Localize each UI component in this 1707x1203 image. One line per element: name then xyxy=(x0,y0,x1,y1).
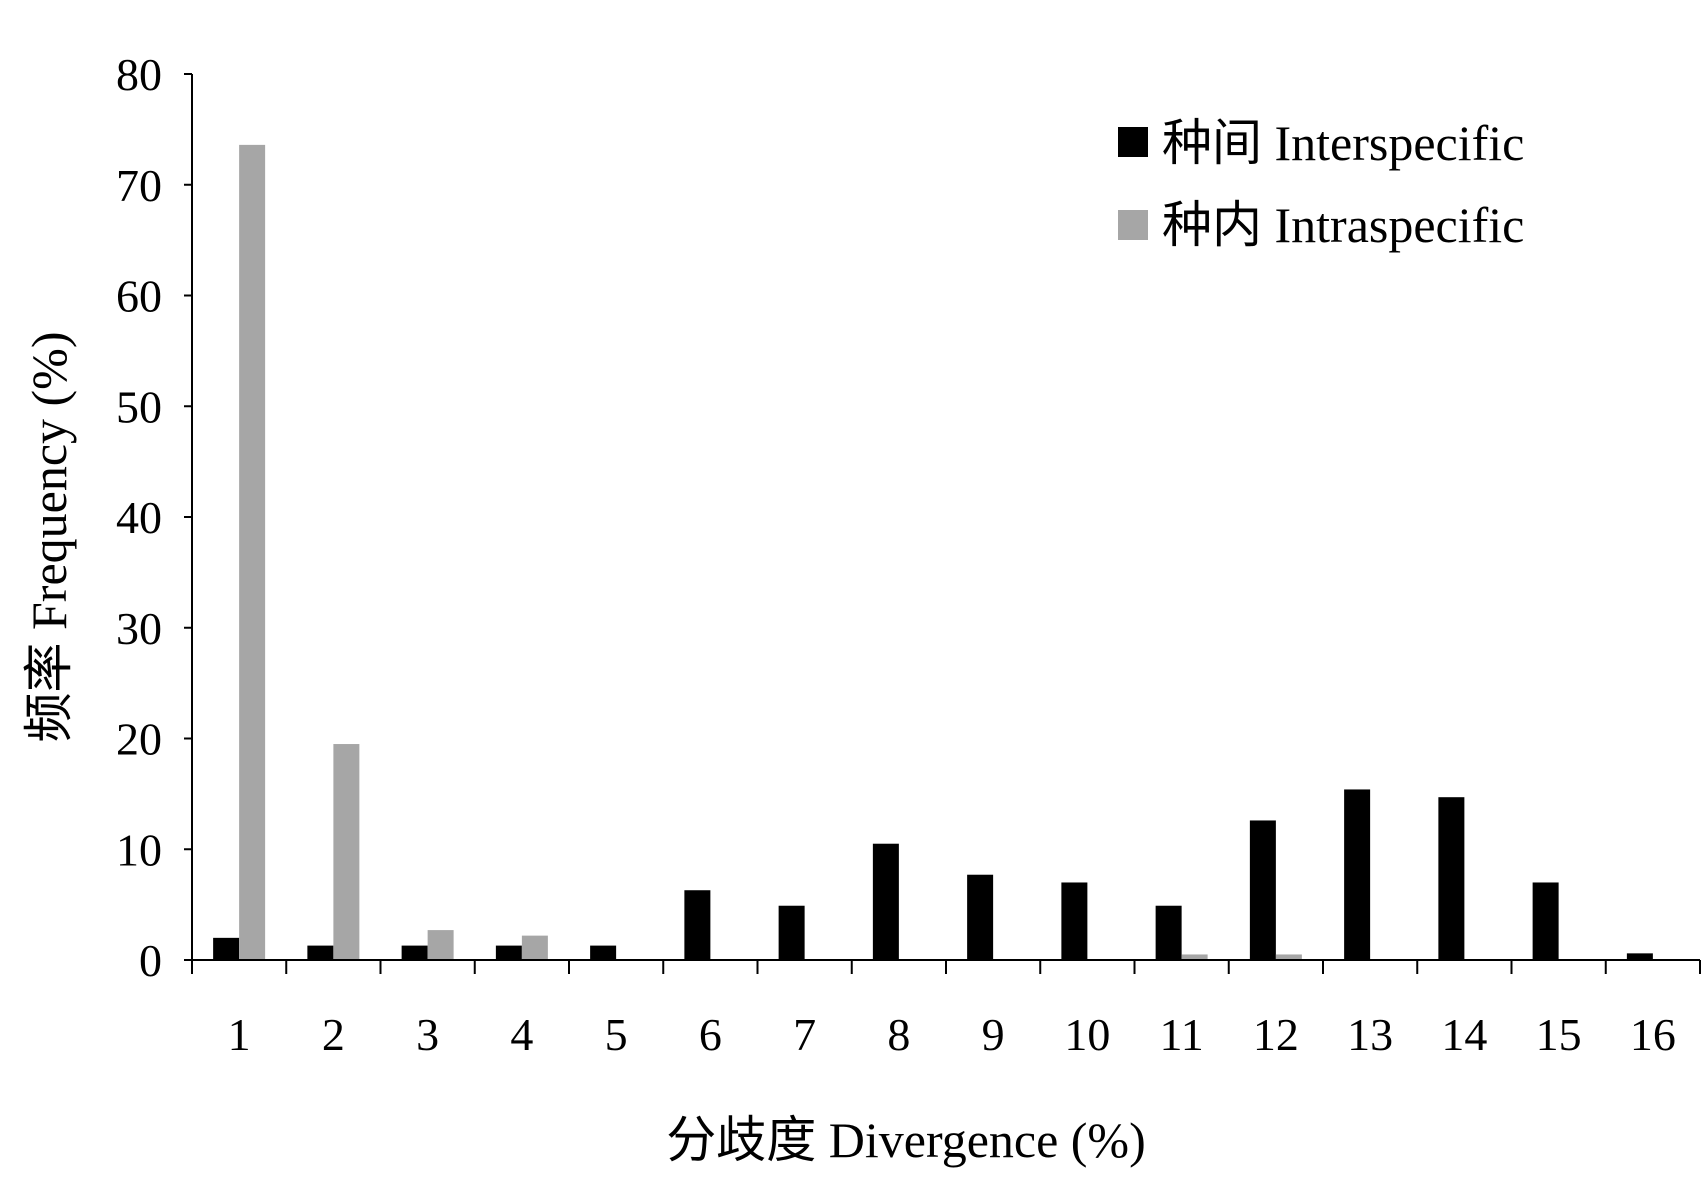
x-tick-label: 10 xyxy=(1064,1009,1110,1060)
y-tick-label: 60 xyxy=(116,271,162,322)
bar-intraspecific xyxy=(239,144,266,960)
y-tick-label: 50 xyxy=(116,381,162,432)
y-tick-label: 70 xyxy=(116,160,162,211)
y-tick-label: 30 xyxy=(116,603,162,654)
bar-intraspecific xyxy=(1181,954,1208,960)
x-tick-label: 5 xyxy=(605,1009,628,1060)
x-tick-label: 4 xyxy=(510,1009,533,1060)
x-tick-label: 12 xyxy=(1253,1009,1299,1060)
x-tick-label: 9 xyxy=(982,1009,1005,1060)
bar-interspecific xyxy=(1626,953,1653,960)
legend-swatch-intraspecific xyxy=(1118,210,1148,240)
legend-swatch-interspecific xyxy=(1118,127,1148,157)
x-tick-label: 6 xyxy=(699,1009,722,1060)
bar-interspecific xyxy=(1249,820,1276,960)
bar-interspecific xyxy=(1532,882,1559,960)
y-tick-label: 40 xyxy=(116,492,162,543)
bar-interspecific xyxy=(872,843,899,960)
bar-interspecific xyxy=(590,945,617,960)
x-tick-label: 15 xyxy=(1536,1009,1582,1060)
bar-interspecific xyxy=(495,945,522,960)
bar-interspecific xyxy=(1344,789,1371,960)
x-tick-label: 16 xyxy=(1630,1009,1676,1060)
x-tick-label: 13 xyxy=(1347,1009,1393,1060)
x-tick-label: 11 xyxy=(1159,1009,1203,1060)
bar-interspecific xyxy=(401,945,428,960)
y-axis-title: 频率 Frequency (%) xyxy=(21,332,77,743)
bar-intraspecific xyxy=(521,935,548,960)
x-tick-label: 7 xyxy=(793,1009,816,1060)
x-tick-label: 1 xyxy=(228,1009,251,1060)
bars-group xyxy=(213,144,1653,960)
bar-interspecific xyxy=(1438,797,1465,960)
bar-interspecific xyxy=(213,937,240,960)
legend-label-intraspecific: 种内 Intraspecific xyxy=(1162,197,1524,253)
legend: 种间 Interspecific 种内 Intraspecific xyxy=(1118,115,1524,253)
x-axis-title: 分歧度 Divergence (%) xyxy=(666,1112,1145,1168)
bar-interspecific xyxy=(1155,905,1182,960)
bar-intraspecific xyxy=(427,930,454,960)
y-tick-label: 10 xyxy=(116,824,162,875)
bar-interspecific xyxy=(307,945,334,960)
x-tick-label: 14 xyxy=(1441,1009,1487,1060)
bar-interspecific xyxy=(967,874,994,960)
y-tick-label: 80 xyxy=(116,49,162,100)
x-tick-label: 2 xyxy=(322,1009,345,1060)
bar-interspecific xyxy=(684,890,711,960)
y-tick-label: 0 xyxy=(139,935,162,986)
legend-label-interspecific: 种间 Interspecific xyxy=(1162,115,1524,171)
y-tick-label: 20 xyxy=(116,714,162,765)
x-tick-label: 8 xyxy=(887,1009,910,1060)
bar-interspecific xyxy=(778,905,805,960)
bar-interspecific xyxy=(1061,882,1088,960)
bar-intraspecific xyxy=(333,744,360,960)
bar-intraspecific xyxy=(1275,954,1302,960)
x-tick-label: 3 xyxy=(416,1009,439,1060)
